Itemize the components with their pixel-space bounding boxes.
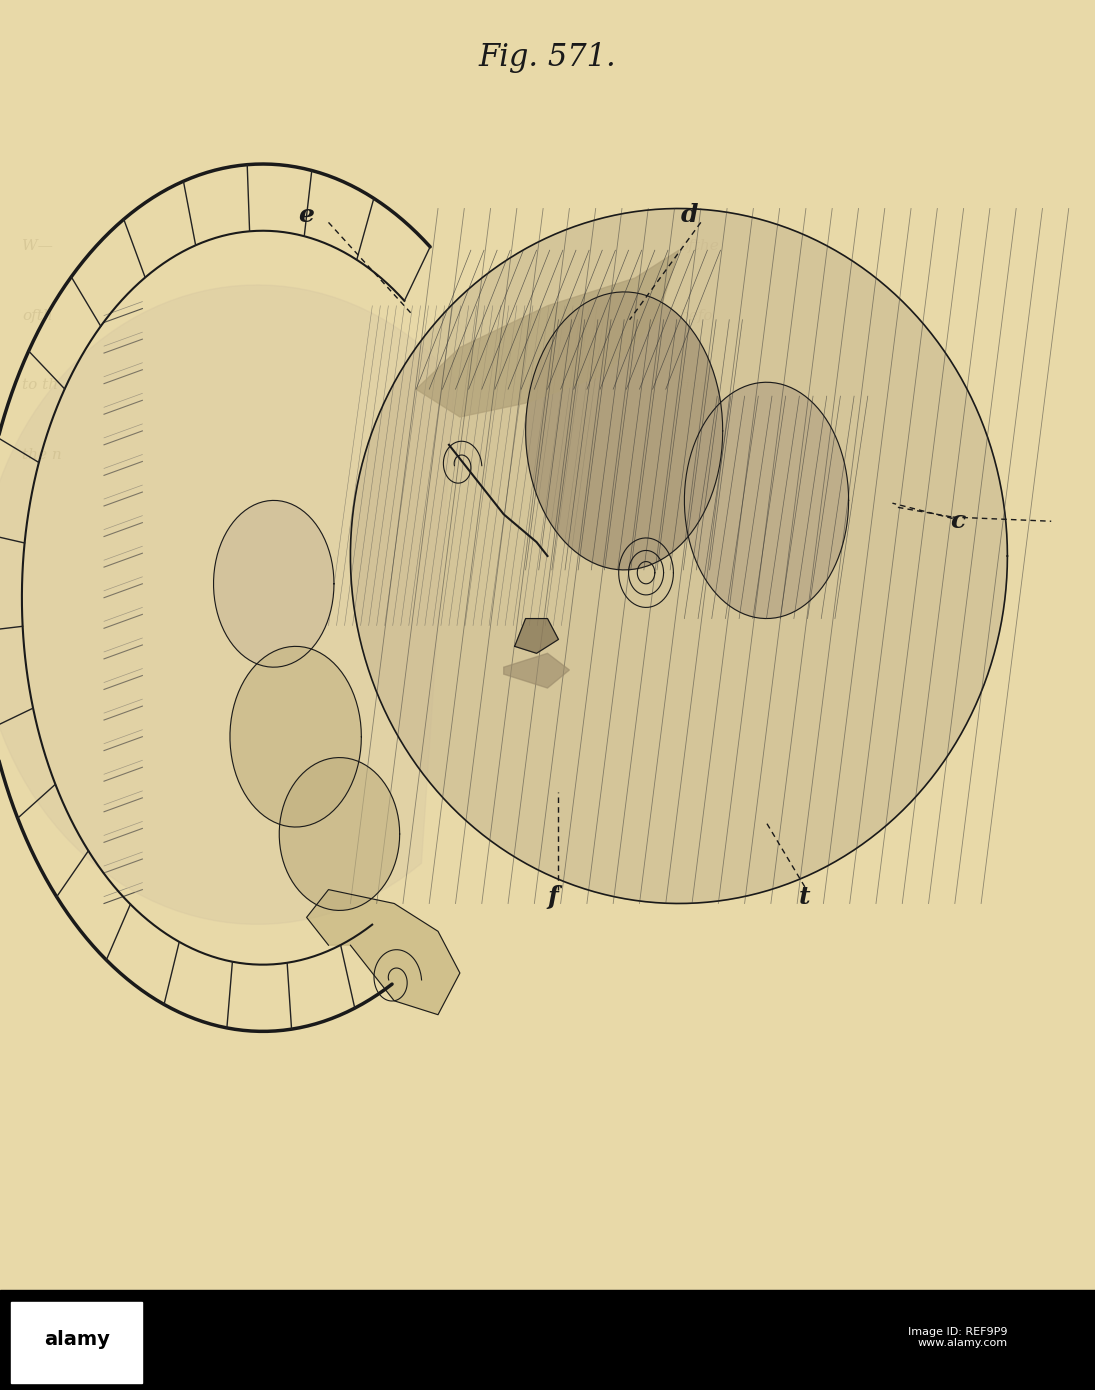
Polygon shape <box>350 208 1007 904</box>
Polygon shape <box>504 653 569 688</box>
Text: Image ID: REF9P9
www.alamy.com: Image ID: REF9P9 www.alamy.com <box>908 1326 1007 1348</box>
Text: befo: befo <box>679 309 713 322</box>
Polygon shape <box>0 285 454 924</box>
Text: c: c <box>950 509 966 534</box>
Text: the n: the n <box>22 448 61 461</box>
Text: f: f <box>548 884 558 909</box>
Polygon shape <box>214 500 334 667</box>
Polygon shape <box>515 619 558 653</box>
Polygon shape <box>279 758 400 910</box>
Polygon shape <box>307 890 460 1015</box>
Text: ofthe: ofthe <box>679 239 718 253</box>
Polygon shape <box>230 646 361 827</box>
Text: tion,: tion, <box>679 378 714 392</box>
Polygon shape <box>526 292 723 570</box>
Text: t: t <box>799 884 810 909</box>
Polygon shape <box>684 382 849 619</box>
Text: d: d <box>681 203 699 228</box>
Text: Fig. 571.: Fig. 571. <box>479 42 616 72</box>
Text: e: e <box>299 203 314 228</box>
Polygon shape <box>416 250 679 417</box>
Bar <box>11 1302 142 1383</box>
Bar <box>0 1290 1095 1390</box>
Text: alamy: alamy <box>44 1330 110 1350</box>
Text: W—: W— <box>22 239 53 253</box>
Text: to th: to th <box>22 378 58 392</box>
Text: ofth: ofth <box>22 309 53 322</box>
